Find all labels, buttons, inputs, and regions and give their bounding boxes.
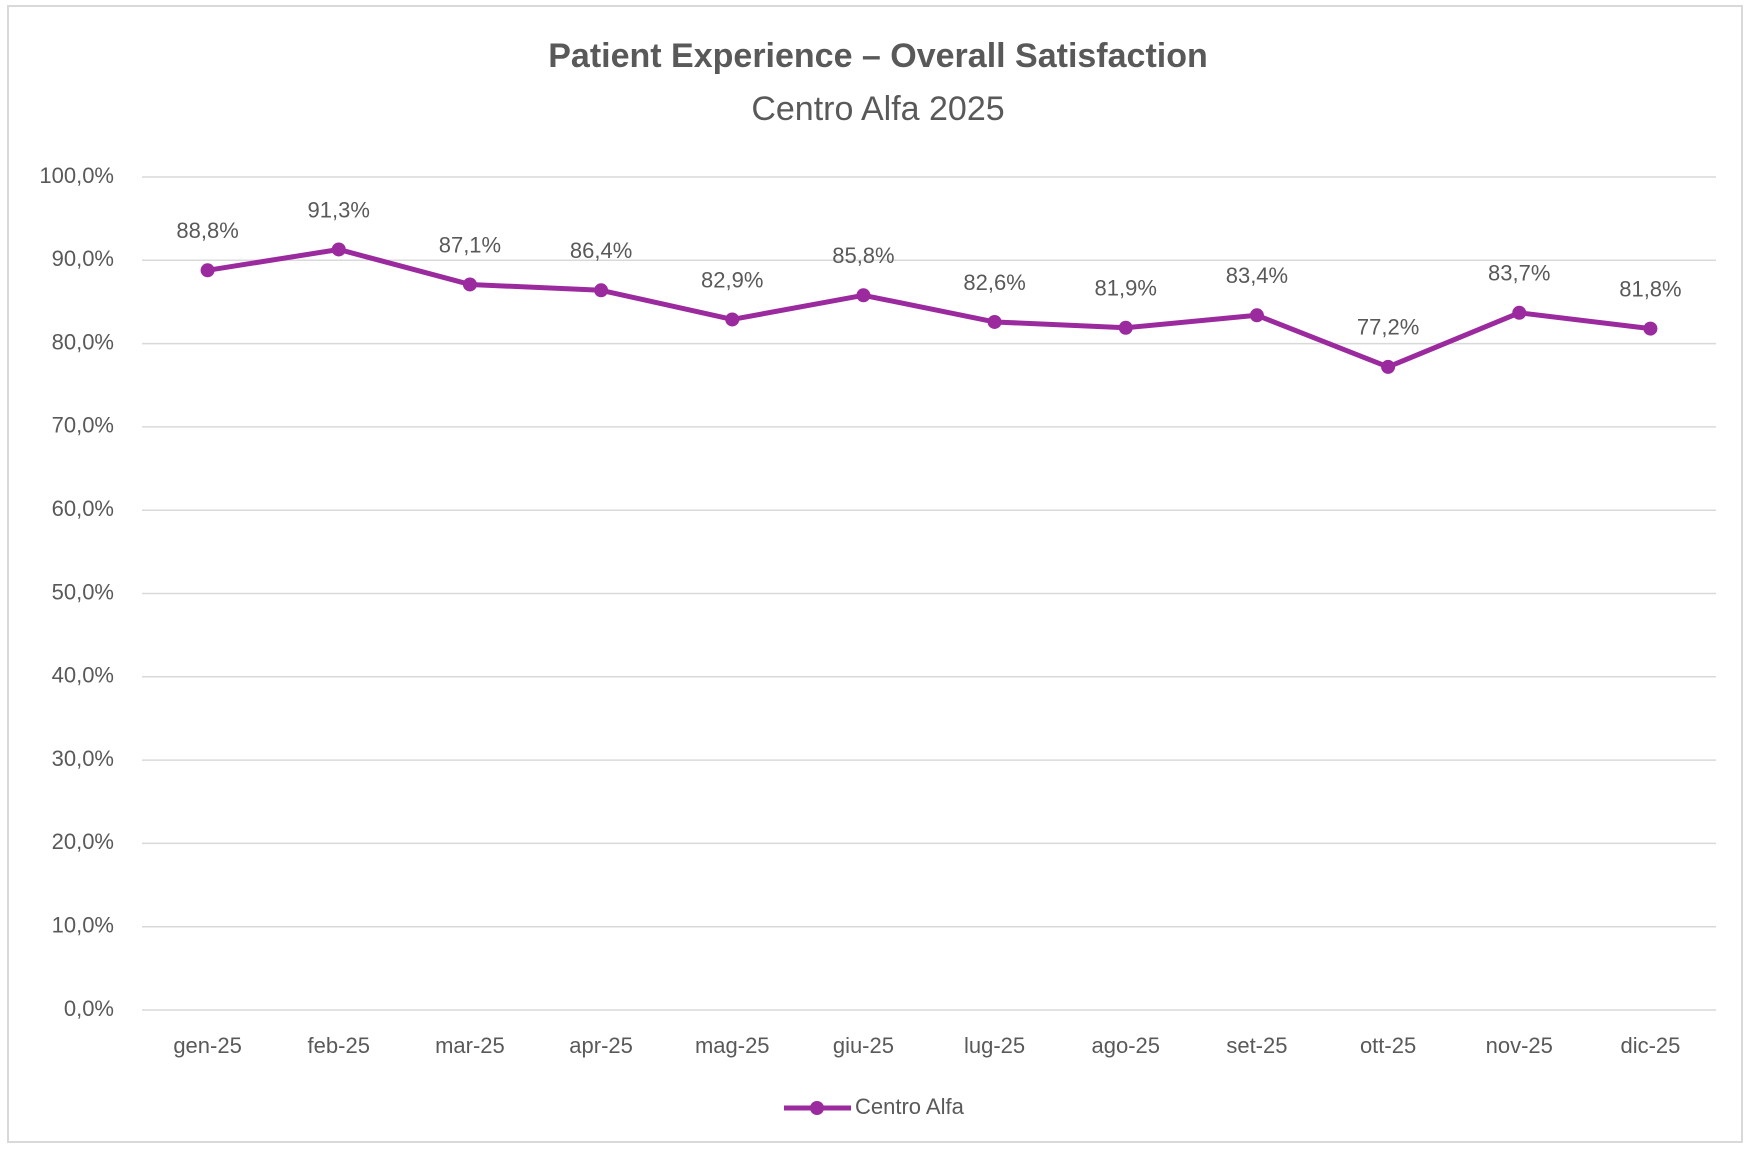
data-point <box>331 242 346 257</box>
data-label: 83,7% <box>1488 261 1550 286</box>
data-point <box>1118 320 1133 335</box>
data-point <box>1512 305 1527 320</box>
y-tick-label: 40,0% <box>52 663 114 688</box>
x-tick-label: mag-25 <box>695 1033 770 1058</box>
data-label: 77,2% <box>1357 315 1419 340</box>
data-label: 81,9% <box>1095 276 1157 301</box>
data-label: 87,1% <box>439 232 501 257</box>
data-label: 83,4% <box>1226 263 1288 288</box>
data-label: 88,8% <box>176 218 238 243</box>
series-line <box>207 246 1651 370</box>
data-label: 82,6% <box>963 270 1025 295</box>
x-tick-label: mar-25 <box>435 1033 505 1058</box>
legend-label: Centro Alfa <box>855 1094 965 1119</box>
x-tick-label: lug-25 <box>964 1033 1025 1058</box>
data-point <box>200 263 215 278</box>
data-point <box>1643 321 1658 336</box>
data-point <box>987 314 1002 329</box>
data-label: 86,4% <box>570 238 632 263</box>
y-tick-label: 90,0% <box>52 246 114 271</box>
x-tick-label: ago-25 <box>1091 1033 1160 1058</box>
chart-subtitle: Centro Alfa 2025 <box>751 90 1004 128</box>
data-point <box>856 288 871 303</box>
x-tick-label: apr-25 <box>569 1033 633 1058</box>
data-label: 81,8% <box>1619 276 1681 301</box>
y-tick-label: 0,0% <box>64 996 114 1021</box>
x-tick-label: nov-25 <box>1486 1033 1553 1058</box>
x-tick-label: dic-25 <box>1620 1033 1680 1058</box>
x-tick-label: gen-25 <box>173 1033 242 1058</box>
data-label: 85,8% <box>832 243 894 268</box>
y-tick-label: 30,0% <box>52 746 114 771</box>
data-point <box>462 277 477 292</box>
x-tick-label: giu-25 <box>833 1033 894 1058</box>
data-point <box>1381 359 1396 374</box>
data-point <box>1249 308 1264 323</box>
y-tick-label: 70,0% <box>52 413 114 438</box>
data-point <box>594 283 609 298</box>
y-tick-label: 50,0% <box>52 579 114 604</box>
y-tick-label: 60,0% <box>52 496 114 521</box>
chart-title: Patient Experience – Overall Satisfactio… <box>548 37 1208 75</box>
y-tick-label: 20,0% <box>52 829 114 854</box>
y-tick-label: 80,0% <box>52 329 114 354</box>
data-label: 82,9% <box>701 267 763 292</box>
x-tick-label: set-25 <box>1226 1033 1287 1058</box>
y-tick-label: 100,0% <box>39 163 114 188</box>
x-tick-label: feb-25 <box>308 1033 370 1058</box>
x-tick-label: ott-25 <box>1360 1033 1416 1058</box>
y-tick-label: 10,0% <box>52 913 114 938</box>
chart-frame <box>7 5 1743 1143</box>
data-point <box>725 312 740 327</box>
data-label: 91,3% <box>308 197 370 222</box>
legend-marker <box>810 1101 824 1115</box>
